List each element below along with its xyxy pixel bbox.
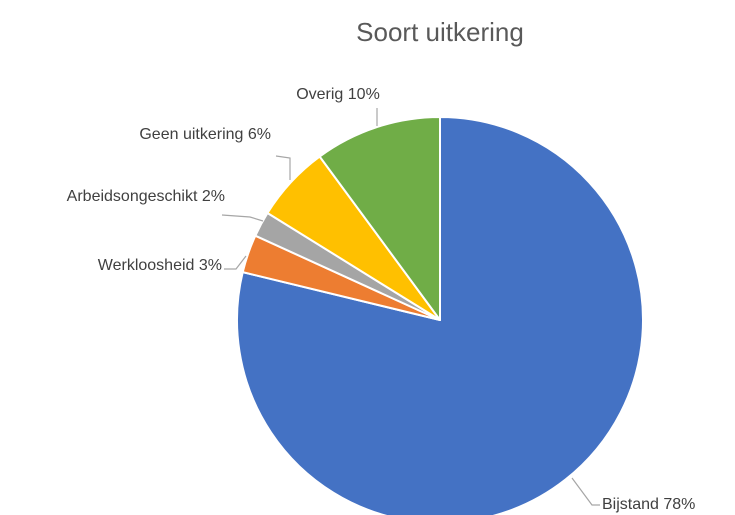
label-category: Arbeidsongeschikt xyxy=(67,188,198,205)
pie xyxy=(236,116,644,515)
data-label: Werkloosheid 3% xyxy=(98,257,222,274)
label-category: Bijstand xyxy=(602,496,659,513)
data-label: Overig 10% xyxy=(296,86,380,103)
data-labels: Bijstand 78% Werkloosheid 3% Arbeidsongesc… xyxy=(67,86,696,513)
pie-slice xyxy=(318,116,441,321)
data-label: Geen uitkering 6% xyxy=(139,126,271,143)
leader-line xyxy=(221,214,264,222)
leader-line xyxy=(224,255,247,270)
leader-lines xyxy=(221,108,600,506)
chart-title: Soort uitkering xyxy=(356,17,524,47)
data-label: Arbeidsongeschikt 2% xyxy=(67,188,225,205)
data-label: Bijstand 78% xyxy=(602,496,695,513)
label-value: 78% xyxy=(663,496,695,513)
label-value: 2% xyxy=(202,188,225,205)
leader-line xyxy=(571,477,600,506)
leader-line xyxy=(275,155,291,180)
label-value: 3% xyxy=(199,257,222,274)
label-value: 10% xyxy=(348,86,380,103)
label-category: Overig xyxy=(296,86,343,103)
label-category: Geen uitkering xyxy=(139,126,243,143)
label-category: Werkloosheid xyxy=(98,257,195,274)
label-value: 6% xyxy=(248,126,271,143)
